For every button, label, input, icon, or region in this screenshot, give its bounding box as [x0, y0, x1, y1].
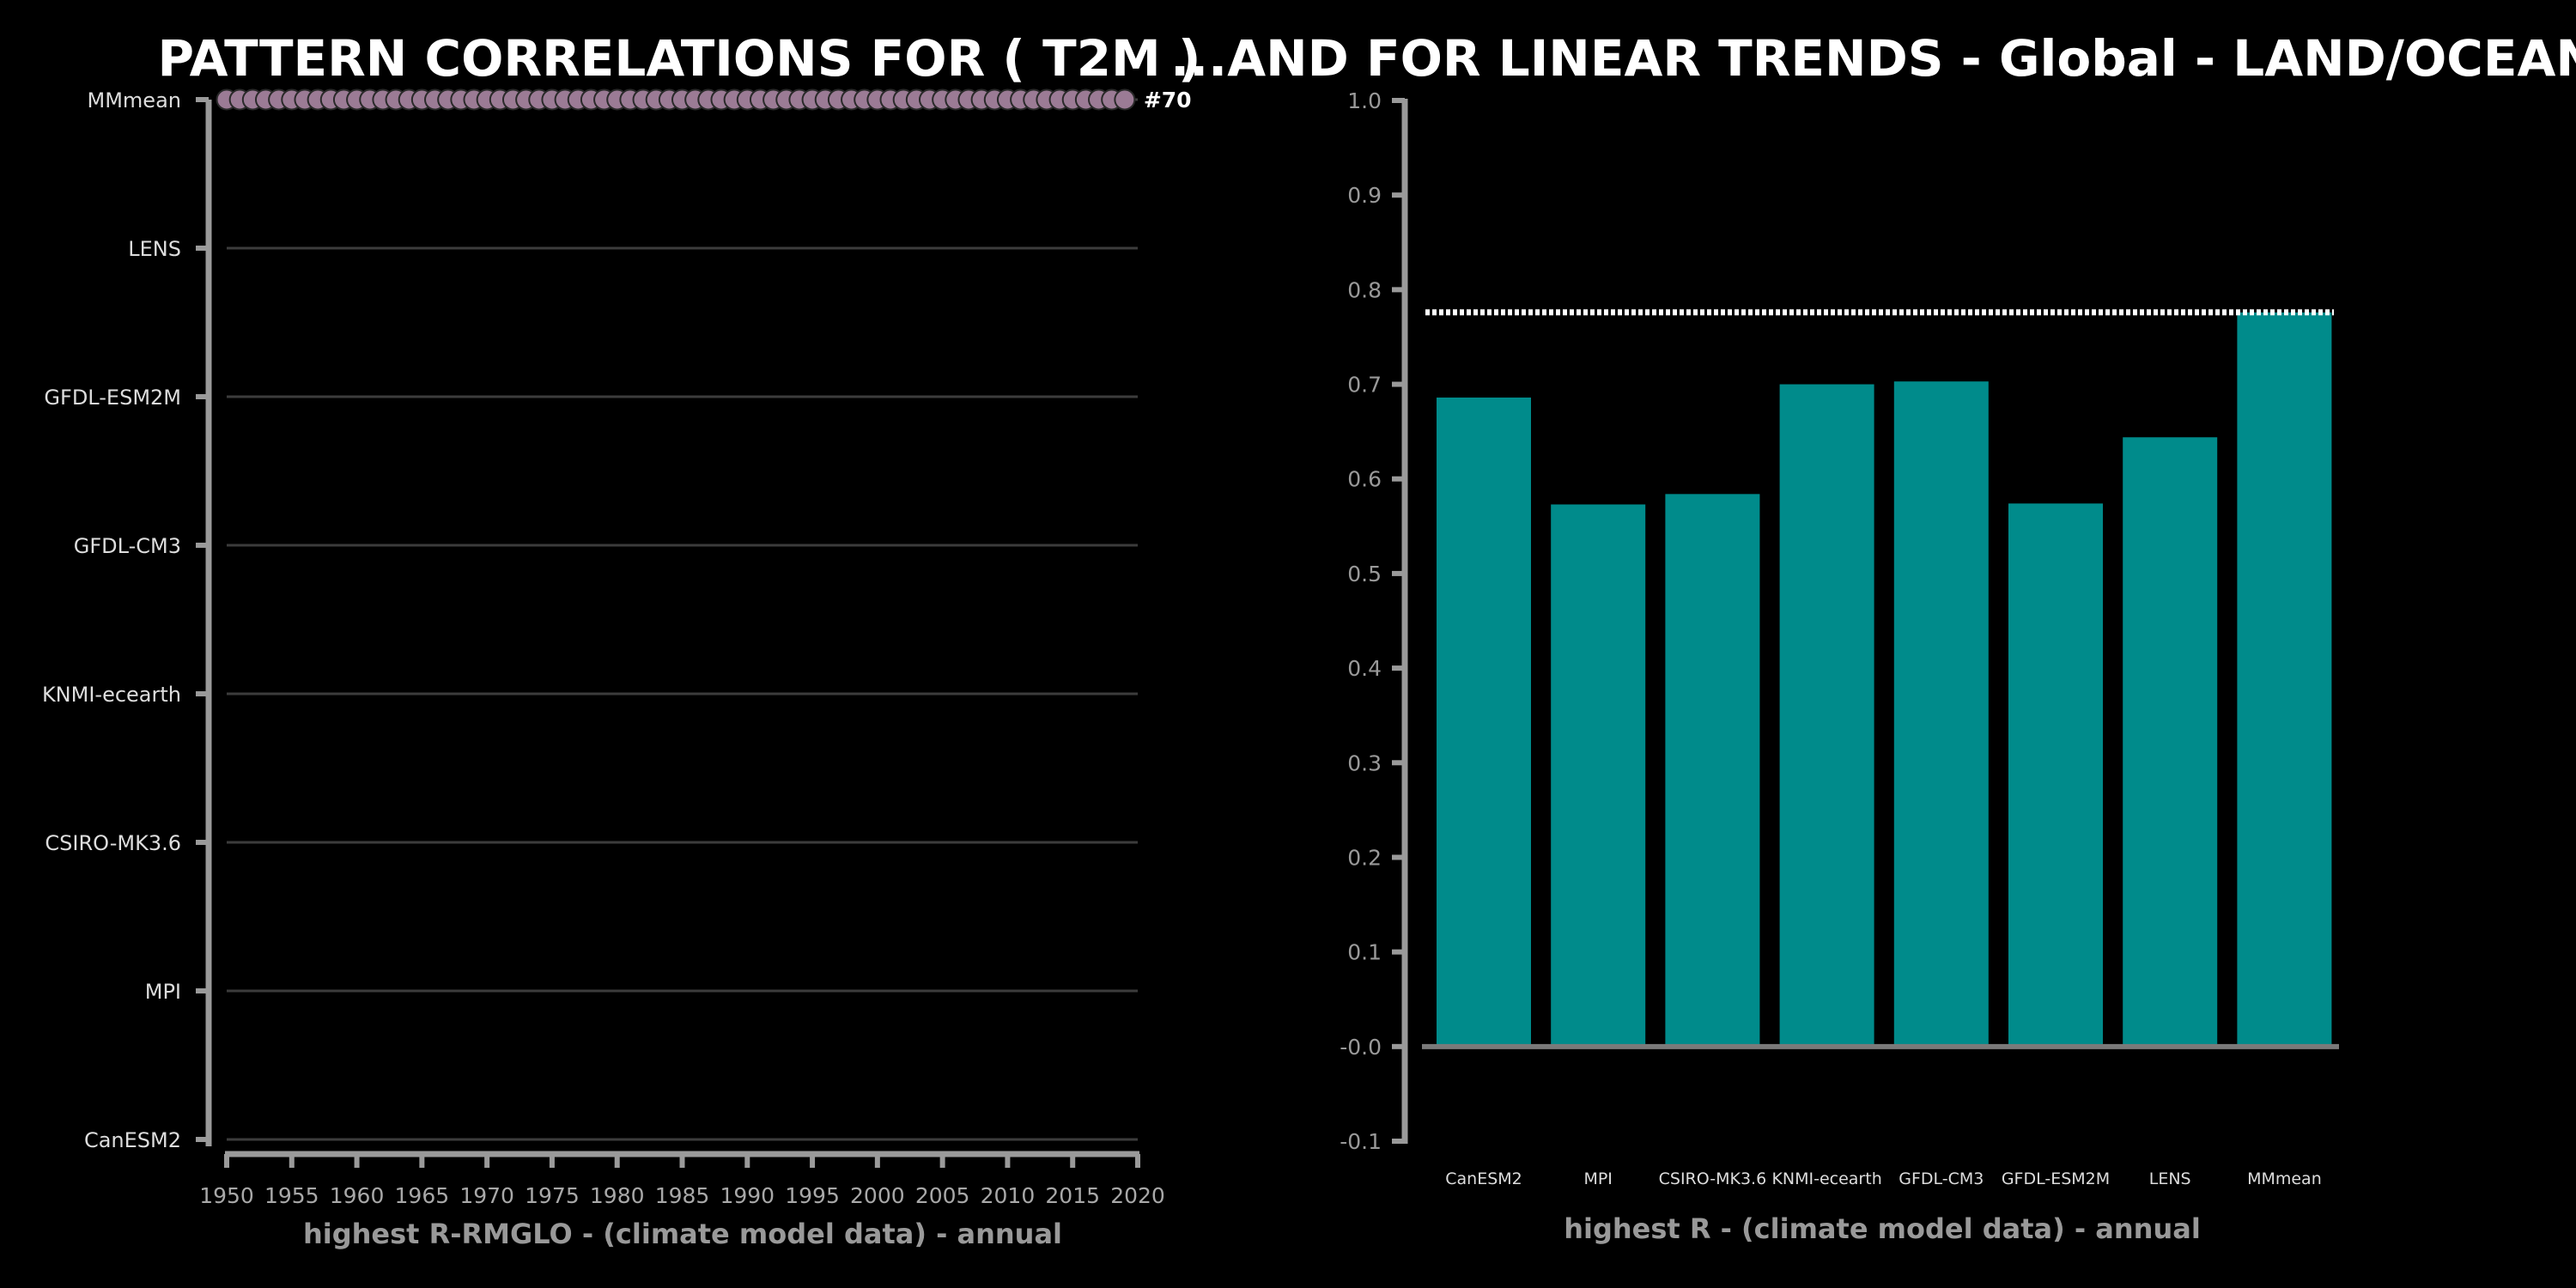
- y-tick-label-csiro-mk3-6: CSIRO-MK3.6: [45, 831, 181, 855]
- y-tick-label-knmi-ecearth: KNMI-ecearth: [42, 683, 181, 707]
- x-tick-label-2000: 2000: [850, 1183, 905, 1208]
- x-tick-label-1995: 1995: [785, 1183, 840, 1208]
- x-tick-label-2020: 2020: [1110, 1183, 1165, 1208]
- bar-gfdl-esm2m: [2008, 503, 2103, 1047]
- x-tick-label-1990: 1990: [720, 1183, 775, 1208]
- left-x-ticks: 1950 1955 1960 1965 1970 1975 1980 1985 1990 1995…: [199, 1154, 1165, 1208]
- right-y-tick-label-0-6: 0.6: [1347, 467, 1382, 492]
- y-tick-label-mmmean: MMmean: [88, 88, 181, 112]
- right-category-labels: CanESM2 MPI CSIRO-MK3.6 KNMI-ecearth GFDL-CM…: [1445, 1170, 2321, 1188]
- right-y-tick-label-0-8: 0.8: [1347, 277, 1382, 302]
- bar-canesm2: [1437, 397, 1531, 1047]
- category-label-gfdl-esm2m: GFDL-ESM2M: [2002, 1170, 2110, 1188]
- category-label-mpi: MPI: [1583, 1170, 1612, 1188]
- x-tick-label-1955: 1955: [264, 1183, 319, 1208]
- right-y-tick-label-0-7: 0.7: [1347, 373, 1382, 398]
- left-chart-title: PATTERN CORRELATIONS FOR ( T2M ): [158, 29, 1201, 88]
- bar-csiro-mk3-6: [1665, 494, 1760, 1047]
- x-tick-label-1985: 1985: [655, 1183, 710, 1208]
- x-tick-label-1980: 1980: [590, 1183, 645, 1208]
- y-tick-label-gfdl-esm2m: GFDL-ESM2M: [44, 386, 181, 410]
- category-label-csiro-mk3-6: CSIRO-MK3.6: [1659, 1170, 1767, 1188]
- right-x-axis-label: highest R - (climate model data) - annua…: [1564, 1212, 2201, 1245]
- x-tick-label-1970: 1970: [459, 1183, 514, 1208]
- right-y-tick-label-0-1: 0.1: [1347, 940, 1382, 965]
- y-tick-label-gfdl-cm3: GFDL-CM3: [74, 534, 181, 558]
- y-tick-label-mpi: MPI: [145, 980, 181, 1004]
- bar-lens: [2123, 437, 2218, 1047]
- bar-mpi: [1551, 504, 1646, 1047]
- left-y-ticks: CanESM2 MPI CSIRO-MK3.6 KNMI-ecearth GFDL-CM…: [42, 88, 209, 1152]
- point-2019: [1114, 88, 1136, 111]
- y-tick-label-canesm2: CanESM2: [84, 1128, 181, 1152]
- right-y-ticks: 1.0 0.9 0.8 0.7 0.6 0.5 0.4 0.3 0.2 0.1 -0.0 -0.1: [1340, 88, 1405, 1154]
- right-y-tick-label-0-3: 0.3: [1347, 750, 1382, 775]
- category-label-gfdl-cm3: GFDL-CM3: [1899, 1170, 1984, 1188]
- right-y-tick-label-0-9: 0.9: [1347, 183, 1382, 208]
- x-tick-label-2005: 2005: [915, 1183, 970, 1208]
- y-tick-label-lens: LENS: [128, 237, 181, 261]
- category-label-mmmean: MMmean: [2247, 1170, 2322, 1188]
- x-tick-label-2010: 2010: [981, 1183, 1036, 1208]
- x-tick-label-1975: 1975: [525, 1183, 580, 1208]
- x-tick-label-1950: 1950: [199, 1183, 254, 1208]
- x-tick-label-2015: 2015: [1045, 1183, 1100, 1208]
- left-chart: CanESM2 MPI CSIRO-MK3.6 KNMI-ecearth GFDL-CM…: [42, 88, 1192, 1250]
- bar-gfdl-cm3: [1893, 381, 1989, 1047]
- right-chart: 1.0 0.9 0.8 0.7 0.6 0.5 0.4 0.3 0.2 0.1 -0.0 -0.1 C…: [1340, 88, 2339, 1245]
- right-y-tick-label-0-0: -0.0: [1340, 1035, 1382, 1060]
- right-bars: [1437, 312, 2332, 1047]
- right-y-tick-label-0-1: -0.1: [1340, 1129, 1382, 1154]
- right-chart-title: ...AND FOR LINEAR TRENDS - Global - LAND…: [1170, 29, 2576, 88]
- bar-knmi-ecearth: [1779, 384, 1874, 1047]
- bar-mmmean: [2237, 312, 2332, 1047]
- right-y-tick-label-0-2: 0.2: [1347, 845, 1382, 870]
- category-label-lens: LENS: [2149, 1170, 2191, 1188]
- right-y-tick-label-0-4: 0.4: [1347, 656, 1382, 681]
- right-y-tick-label-1-0: 1.0: [1347, 88, 1382, 113]
- rank-annotation: #70: [1144, 88, 1192, 112]
- category-label-knmi-ecearth: KNMI-ecearth: [1771, 1170, 1881, 1188]
- left-points: [216, 88, 1136, 111]
- x-tick-label-1960: 1960: [330, 1183, 385, 1208]
- x-tick-label-1965: 1965: [395, 1183, 450, 1208]
- right-y-tick-label-0-5: 0.5: [1347, 562, 1382, 586]
- category-label-canesm2: CanESM2: [1445, 1170, 1522, 1188]
- left-x-axis-label: highest R-RMGLO - (climate model data) -…: [303, 1218, 1062, 1250]
